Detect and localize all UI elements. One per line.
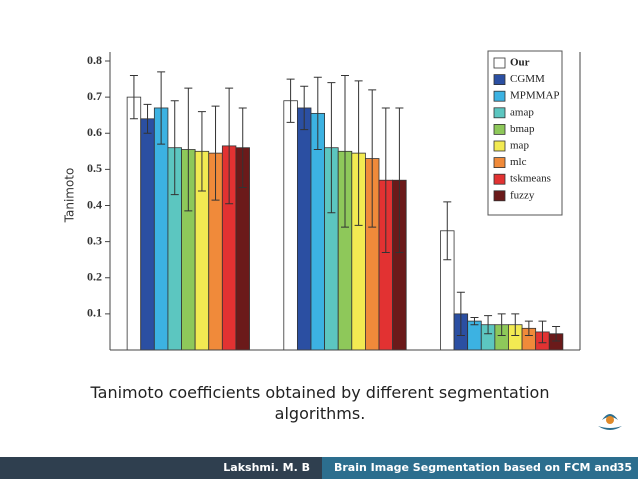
page-number: 35 [616, 461, 632, 474]
y-tick-label: 0.3 [87, 233, 102, 247]
legend-label: MPMMAP [510, 90, 560, 102]
error-bar [484, 315, 493, 335]
error-bar [511, 313, 520, 337]
legend-label: CGMM [510, 73, 545, 85]
error-bar [524, 320, 533, 337]
chart: Tanimoto 0.1 0.2 0.3 0.4 0.5 0.6 0.7 0.8 Our CGMM… [63, 50, 581, 351]
legend-swatch [493, 57, 506, 69]
error-bar [552, 326, 561, 342]
bar [126, 96, 142, 351]
error-bar [197, 111, 206, 192]
error-bar [313, 76, 322, 151]
error-bar [354, 80, 363, 226]
error-bar [395, 107, 404, 253]
error-bar [341, 74, 349, 228]
legend-label: amap [510, 106, 534, 118]
y-tick-label: 0.5 [87, 161, 102, 175]
error-bar [470, 316, 479, 326]
error-bar [327, 82, 336, 214]
y-tick-label: 0.8 [87, 53, 102, 67]
error-bar [538, 320, 547, 344]
legend-swatch [493, 190, 506, 202]
bar [140, 118, 155, 351]
legend-label: bmap [510, 123, 535, 135]
legend-label: mlc [510, 156, 527, 168]
slide: Tanimoto 0.1 0.2 0.3 0.4 0.5 0.6 0.7 0.8 Our CGMM… [0, 50, 638, 496]
error-bar [225, 87, 234, 205]
error-bar [143, 103, 152, 134]
legend-label: tskmeans [510, 173, 551, 185]
error-bar [381, 107, 390, 253]
error-bar [211, 105, 220, 201]
y-tick-label: 0.4 [87, 197, 102, 211]
logo [598, 414, 622, 430]
y-tick-label: 0.1 [87, 306, 102, 320]
bar [283, 100, 298, 351]
y-tick-label: 0.2 [87, 270, 102, 284]
error-bar [443, 201, 452, 261]
y-tick-label: 0.6 [87, 125, 102, 139]
caption: Tanimoto coefficients obtained by differ… [90, 383, 550, 423]
error-bar [497, 313, 506, 337]
legend-swatch [493, 124, 506, 135]
error-bar [170, 100, 179, 196]
footer-author: Lakshmi. M. B [0, 457, 322, 479]
legend-swatch [493, 173, 506, 185]
error-bar [157, 71, 166, 145]
legend-swatch [493, 140, 506, 152]
bar [296, 107, 312, 351]
legend-swatch [493, 107, 506, 119]
footer-title: Brain Image Segmentation based on FCM an… [334, 461, 618, 496]
y-tick-label: 0.7 [87, 89, 102, 103]
error-bar [129, 74, 138, 120]
legend-label: fuzzy [510, 189, 535, 201]
legend-label: Our [510, 57, 530, 69]
error-bar [300, 85, 309, 131]
legend-swatch [493, 90, 506, 102]
error-bar [184, 87, 193, 212]
error-bar [238, 107, 247, 188]
error-bar [368, 89, 377, 228]
legend-swatch [493, 74, 506, 85]
bar [467, 320, 482, 351]
error-bar [286, 78, 295, 123]
footer-bar: Brain Image Segmentation based on FCM an… [322, 457, 638, 496]
y-axis-label: Tanimoto [63, 168, 77, 224]
legend-swatch [493, 157, 506, 169]
legend-label: map [510, 140, 529, 152]
error-bar [456, 291, 465, 337]
